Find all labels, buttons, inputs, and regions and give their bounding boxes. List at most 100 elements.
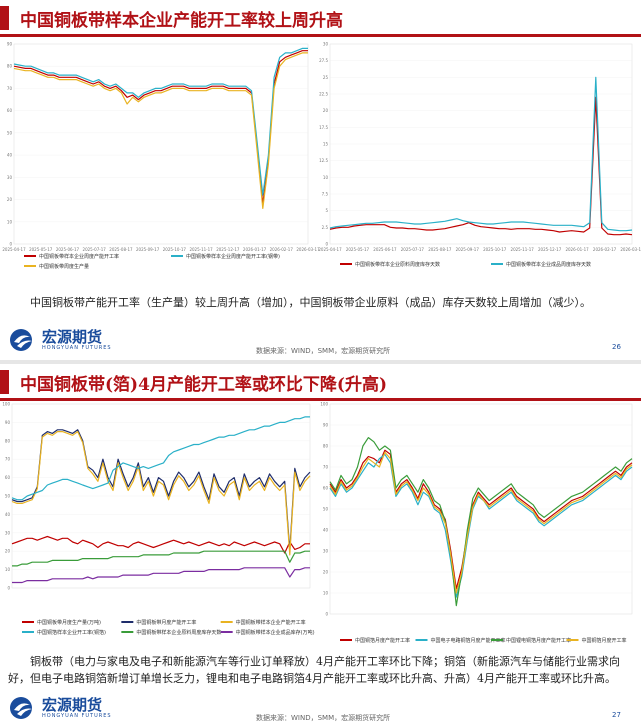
y-tick-label: 60 xyxy=(323,486,329,491)
logo-mark-icon xyxy=(10,329,32,351)
logo-text-en: HONGYUAN FUTURES xyxy=(42,345,112,351)
y-tick-label: 30 xyxy=(323,549,329,554)
y-tick-label: 90 xyxy=(7,42,13,47)
page-number: 26 xyxy=(612,343,621,351)
series-line xyxy=(13,52,308,209)
company-logo: 宏源期货 HONGYUAN FUTURES xyxy=(8,327,112,353)
slide-26: 中国铜板带样本企业产能开工率较上周升高 0 10 20 30 40 50 60 70 80 90 2… xyxy=(0,0,641,360)
legend-label: 中国铜板带周度生产量 xyxy=(39,263,89,270)
series-line xyxy=(11,535,310,554)
x-tick-label: 2025-05-17 xyxy=(346,247,370,252)
x-tick-label: 2025-05-17 xyxy=(29,247,53,252)
legend-label: 中国铜板带月度产能开工率 xyxy=(136,619,196,626)
page-number: 27 xyxy=(612,711,621,719)
commentary-text: 中国铜板带产能开工率（生产量）较上周升高（增加），中国铜板带企业原料（成品）库存… xyxy=(30,296,591,309)
x-tick-label: 2025-12-17 xyxy=(216,247,240,252)
x-tick-label: 2025-08-17 xyxy=(428,247,452,252)
legend-label: 中国铜板带样本企业原料周度库存天数 xyxy=(136,629,221,636)
y-tick-label: 0 xyxy=(325,612,328,617)
x-tick-label: 2025-07-17 xyxy=(83,247,107,252)
y-tick-label: 60 xyxy=(5,475,11,480)
y-tick-label: 25 xyxy=(323,75,329,80)
chart-2: 0 2.5 5 7.5 10 12.5 15 17.5 20 22.5 25 27.5 30 2025-0… xyxy=(318,42,641,269)
x-tick-label: 2025-07-17 xyxy=(401,247,425,252)
y-tick-label: 20 xyxy=(323,108,329,113)
x-tick-label: 2025-04-17 xyxy=(2,247,26,252)
series-line xyxy=(11,429,311,552)
y-tick-label: 0 xyxy=(7,586,10,591)
chart-3: 0 10 20 30 40 50 60 70 80 90 100 中国铜板带月度生产量(万吨) 中国铜板… xyxy=(2,402,314,637)
y-tick-label: 100 xyxy=(320,402,328,407)
x-tick-label: 2026-03-17 xyxy=(296,247,320,252)
commentary-text: 铜板带（电力与家电及电子和新能源汽车等行业订单释放）4月产能开工率环比下降；铜箔… xyxy=(8,655,620,685)
series-line xyxy=(329,451,633,594)
x-tick-label: 2025-11-17 xyxy=(511,247,535,252)
legend-label: 中国铜板带样本企业周度产能开工率 xyxy=(39,253,119,260)
y-tick-label: 0 xyxy=(325,242,328,247)
x-tick-label: 2025-06-17 xyxy=(56,247,80,252)
y-tick-label: 5 xyxy=(325,208,328,213)
series-line xyxy=(11,416,310,501)
title-accent-bar xyxy=(0,6,9,30)
y-tick-label: 20 xyxy=(323,570,329,575)
slide-title-bar: 中国铜板带样本企业产能开工率较上周升高 xyxy=(0,4,641,37)
data-source: 数据来源：WIND，SMM，宏源期货研究所 xyxy=(256,347,391,355)
y-tick-label: 40 xyxy=(7,153,13,158)
legend-label: 中国铜箔样本企业开工率(铜箔) xyxy=(37,629,106,636)
logo-text-cn: 宏源期货 xyxy=(42,328,103,346)
series-line xyxy=(12,550,310,567)
x-tick-label: 2025-04-17 xyxy=(318,247,342,252)
x-tick-label: 2026-03-17 xyxy=(620,247,641,252)
y-tick-label: 12.5 xyxy=(319,158,328,163)
y-tick-label: 15 xyxy=(323,142,329,147)
y-tick-label: 70 xyxy=(7,86,13,91)
x-tick-label: 2025-06-17 xyxy=(373,247,397,252)
y-tick-label: 30 xyxy=(7,175,13,180)
y-tick-label: 80 xyxy=(7,64,13,69)
y-tick-label: 30 xyxy=(323,42,329,47)
legend-label: 中国铜板带样本企业周度产能开工率(钢带) xyxy=(186,253,280,260)
title-accent-bar xyxy=(0,370,9,394)
series-line xyxy=(329,436,633,607)
chart-4: 0 10 20 30 40 50 60 70 80 90 100 中国铜箔月度产能开工率 中国电子电路铜… xyxy=(320,402,633,644)
y-tick-label: 27.5 xyxy=(319,58,328,63)
series-line xyxy=(329,453,633,598)
x-tick-label: 2026-02-17 xyxy=(593,247,617,252)
x-tick-label: 2025-09-17 xyxy=(136,247,160,252)
y-tick-label: 50 xyxy=(7,130,13,135)
company-logo: 宏源期货 HONGYUAN FUTURES xyxy=(8,695,112,721)
y-tick-label: 50 xyxy=(5,494,11,499)
y-tick-label: 7.5 xyxy=(322,192,329,197)
y-tick-label: 22.5 xyxy=(319,92,328,97)
y-tick-label: 60 xyxy=(7,108,13,113)
y-tick-label: 0 xyxy=(9,242,12,247)
series-line xyxy=(12,567,310,584)
series-line xyxy=(329,449,633,590)
slide-title: 中国铜板带样本企业产能开工率较上周升高 xyxy=(20,11,343,31)
slide-divider xyxy=(0,360,641,364)
title-underline xyxy=(0,398,641,401)
logo-text-en: HONGYUAN FUTURES xyxy=(42,713,112,719)
y-tick-label: 50 xyxy=(323,507,329,512)
legend-label: 中国铜板带样本企业成品周度库存天数 xyxy=(506,261,591,268)
y-tick-label: 20 xyxy=(5,549,11,554)
legend-label: 中国铜板带样本企业产能开工率 xyxy=(236,619,306,626)
x-tick-label: 2025-09-17 xyxy=(456,247,480,252)
x-tick-label: 2025-10-17 xyxy=(163,247,187,252)
series-line xyxy=(13,50,308,205)
legend-label: 中国锂电铜箔月度产能开工率 xyxy=(506,637,571,644)
x-tick-label: 2025-12-17 xyxy=(538,247,562,252)
logo-text-cn: 宏源期货 xyxy=(42,696,103,714)
x-tick-label: 2025-08-17 xyxy=(109,247,133,252)
x-tick-label: 2025-10-17 xyxy=(483,247,507,252)
y-tick-label: 40 xyxy=(323,528,329,533)
series-line xyxy=(329,96,633,236)
series-line xyxy=(13,47,308,196)
legend-label: 中国铜箔月度开工率 xyxy=(582,637,627,644)
title-underline xyxy=(0,34,641,37)
logo-mark-icon xyxy=(10,697,32,719)
y-tick-label: 30 xyxy=(5,530,11,535)
x-tick-label: 2026-01-17 xyxy=(565,247,589,252)
